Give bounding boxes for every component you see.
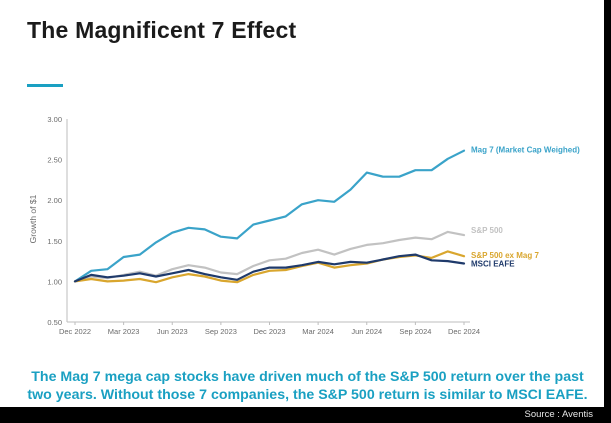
- y-tick-label: 2.50: [47, 156, 62, 165]
- legend-label-sandp-500: S&P 500: [471, 226, 503, 235]
- series-line-mag-7-market-cap-weighed: [73, 149, 466, 283]
- legend-label-mag-7-market-cap-weighed: Mag 7 (Market Cap Weighed): [471, 146, 580, 155]
- series-lines: [73, 149, 466, 284]
- x-tick-label: Jun 2024: [351, 327, 382, 336]
- y-tick-label: 1.50: [47, 237, 62, 246]
- x-tick-label: Mar 2023: [108, 327, 140, 336]
- title-accent-bar: [27, 84, 63, 87]
- x-tick-label: Dec 2024: [448, 327, 480, 336]
- y-tick-label: 1.00: [47, 277, 62, 286]
- series-line-sandp-500: [73, 230, 466, 283]
- x-tick-label: Mar 2024: [302, 327, 334, 336]
- axes-layer: [66, 119, 470, 323]
- chart-card: The Magnificent 7 Effect Growth of $1 3.…: [0, 0, 604, 407]
- legend-label-msci-eafe: MSCI EAFE: [471, 260, 515, 269]
- series-labels: Mag 7 (Market Cap Weighed) S&P 500 S&P 500…: [471, 146, 580, 269]
- x-tick-label: Jun 2023: [157, 327, 188, 336]
- x-tick-label: Dec 2023: [253, 327, 285, 336]
- source-note: Source : Aventis: [524, 409, 593, 420]
- series-line-msci-eafe: [73, 253, 466, 283]
- x-tick-label: Sep 2023: [205, 327, 237, 336]
- x-tick-label: Sep 2024: [399, 327, 431, 336]
- page-title: The Magnificent 7 Effect: [27, 17, 297, 43]
- line-chart: Growth of $1 3.00 2.50 2.00 1.50 1.00 0.50 De…: [28, 115, 580, 336]
- x-ticks: Dec 2022 Mar 2023 Jun 2023 Sep 2023 Dec 2023…: [59, 322, 480, 336]
- y-tick-label: 3.00: [47, 115, 62, 124]
- x-tick-label: Dec 2022: [59, 327, 91, 336]
- y-ticks: 3.00 2.50 2.00 1.50 1.00 0.50: [47, 115, 62, 327]
- legend-label-sandp-500-ex-mag-7: S&P 500 ex Mag 7: [471, 251, 539, 260]
- y-tick-label: 0.50: [47, 318, 62, 327]
- y-axis-label: Growth of $1: [28, 194, 38, 243]
- chart-caption: The Mag 7 mega cap stocks have driven mu…: [27, 369, 588, 403]
- y-tick-label: 2.00: [47, 196, 62, 205]
